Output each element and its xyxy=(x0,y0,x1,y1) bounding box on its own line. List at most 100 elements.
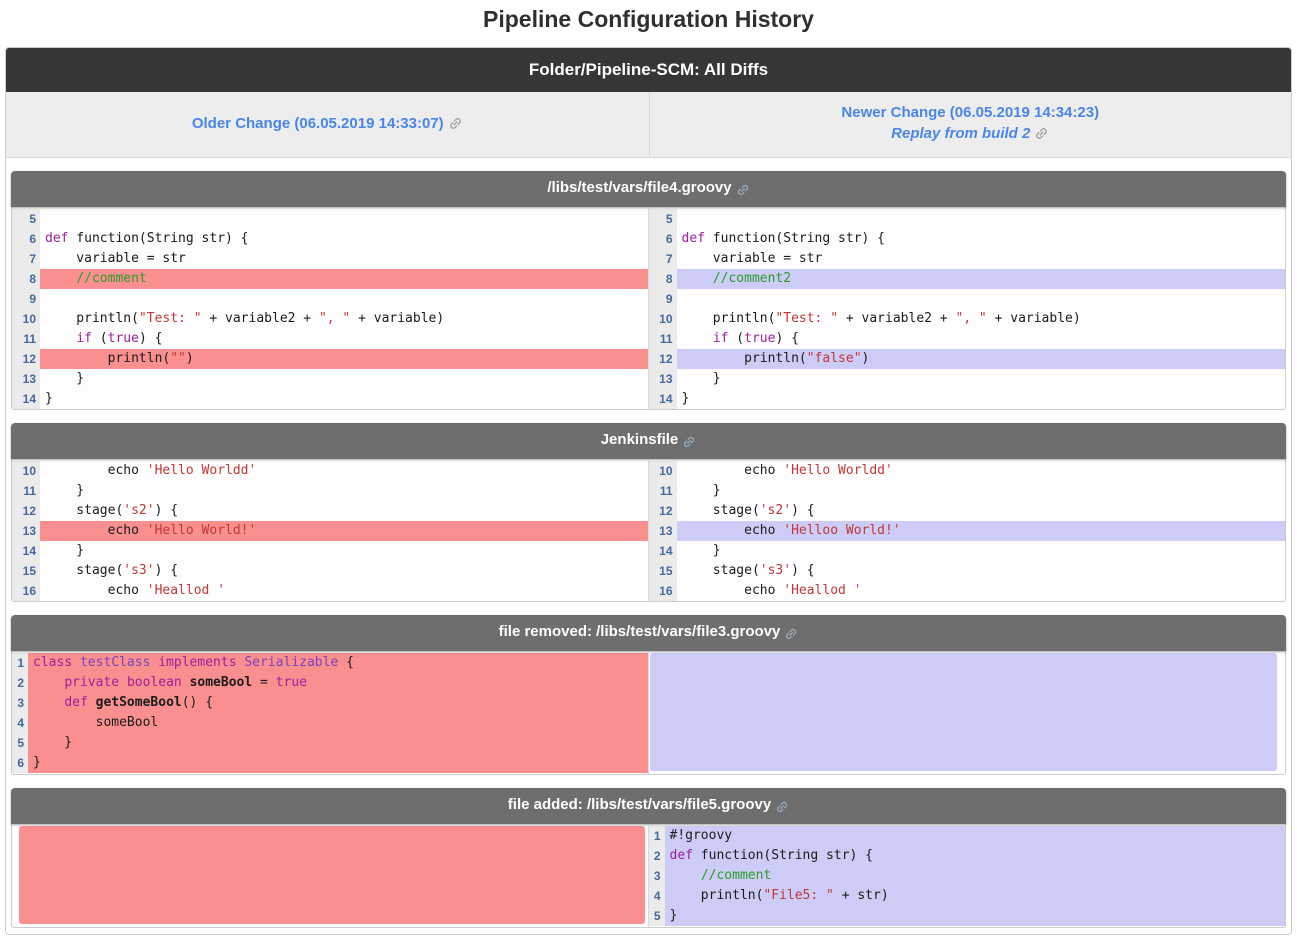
code-line: stage('s3') { xyxy=(677,561,1286,581)
code-line: println("") xyxy=(40,349,648,369)
code-line: println("File5: " + str) xyxy=(664,886,1285,906)
older-change-label: Older Change (06.05.2019 14:33:07) xyxy=(191,114,444,132)
code-token: } xyxy=(33,755,41,770)
newer-change-link[interactable]: Newer Change (06.05.2019 14:34:23) xyxy=(841,104,1099,121)
removed-fill-block xyxy=(19,826,645,924)
code-token: variable = str xyxy=(45,251,186,266)
code-row: 9 xyxy=(648,289,1286,309)
line-number: 11 xyxy=(648,329,677,349)
line-number: 14 xyxy=(648,541,677,561)
newer-change-cell: Newer Change (06.05.2019 14:34:23) Repla… xyxy=(648,92,1292,157)
code-token: testClass xyxy=(79,655,151,670)
line-number: 11 xyxy=(648,481,677,501)
older-change-link[interactable]: Older Change (06.05.2019 14:33:07) xyxy=(192,115,463,132)
code-token: 'Heallod ' xyxy=(783,583,862,598)
link-icon[interactable] xyxy=(775,799,789,816)
link-icon[interactable] xyxy=(448,117,463,135)
code-row: 5 } xyxy=(12,733,648,753)
code-row: 16 echo 'Heallod ' xyxy=(12,581,648,601)
link-icon[interactable] xyxy=(736,182,750,199)
line-number: 14 xyxy=(12,541,40,561)
diff-body: 1 class testClass implements Serializable… xyxy=(11,651,1286,775)
code-token: stage( xyxy=(681,503,760,518)
code-token: "" xyxy=(170,351,186,366)
code-token: ", " xyxy=(318,311,351,326)
replay-label: Replay from build 2 xyxy=(891,125,1031,142)
code-line: stage('s3') { xyxy=(40,561,648,581)
link-icon[interactable] xyxy=(784,626,798,643)
code-token: function(String str) { xyxy=(692,848,873,863)
code-token: true xyxy=(744,331,776,346)
code-line: } xyxy=(677,481,1286,501)
line-number: 15 xyxy=(648,561,677,581)
code-token: stage( xyxy=(681,563,760,578)
code-row: 7 variable = str xyxy=(12,249,648,269)
code-row: 2 private boolean someBool = true xyxy=(12,673,648,693)
line-number: 10 xyxy=(648,309,677,329)
code-token: variable = str xyxy=(681,251,823,266)
code-token: 'Hello Worldd' xyxy=(783,463,893,478)
line-number: 6 xyxy=(648,229,677,249)
code-row: 9 xyxy=(12,289,648,309)
code-line xyxy=(677,209,1286,229)
code-token: ) xyxy=(185,351,194,366)
link-icon[interactable] xyxy=(682,434,696,451)
code-line xyxy=(40,209,648,229)
line-number: 10 xyxy=(12,461,40,481)
code-token: "File5: " xyxy=(763,888,834,903)
line-number: 8 xyxy=(12,269,40,289)
diff-left-column: 10 echo 'Hello Worldd' 11 } 12 stage('s2')… xyxy=(12,461,649,601)
code-token: } xyxy=(33,735,73,750)
line-number: 13 xyxy=(648,369,677,389)
file-diff-section: Jenkinsfile 10 echo 'Hello Worldd' 11 } 12 … xyxy=(11,423,1286,602)
code-token: } xyxy=(669,908,678,923)
line-number: 10 xyxy=(12,309,40,329)
code-line: println("Test: " + variable2 + ", " + va… xyxy=(40,309,648,329)
code-token: stage( xyxy=(45,563,124,578)
file-diff-section: file removed: /libs/test/vars/file3.groo… xyxy=(11,615,1286,775)
code-token: #!groovy xyxy=(669,828,733,843)
code-token: someBool xyxy=(33,715,159,730)
added-fill-block xyxy=(649,653,1277,771)
code-row: 11 if (true) { xyxy=(12,329,648,349)
line-number: 1 xyxy=(648,826,665,846)
code-row: 12 println("") xyxy=(12,349,648,369)
code-token: Serializable xyxy=(244,655,339,670)
code-line: } xyxy=(677,369,1286,389)
code-token: ( xyxy=(91,331,108,346)
code-row: 12 println("false") xyxy=(648,349,1285,369)
line-number: 6 xyxy=(12,229,40,249)
code-row: 16 echo 'Heallod ' xyxy=(648,581,1286,601)
code-token: } xyxy=(681,391,690,406)
line-number: 12 xyxy=(648,349,677,369)
diff-body: 5 6 def function(String str) {7 variable … xyxy=(11,207,1286,410)
code-token: 'Hello World!' xyxy=(146,523,257,538)
code-line: } xyxy=(40,389,648,409)
diff-right-column: 5 6 def function(String str) {7 variable … xyxy=(648,209,1286,409)
line-number: 8 xyxy=(648,269,677,289)
code-token: echo xyxy=(45,463,147,478)
code-row: 13 echo 'Hello World!' xyxy=(12,521,648,541)
replay-link[interactable]: Replay from build 2 xyxy=(891,125,1049,142)
code-row: 4 println("File5: " + str) xyxy=(648,886,1285,906)
diff-sections: /libs/test/vars/file4.groovy 5 6 def funct… xyxy=(6,171,1291,928)
code-line: if (true) { xyxy=(677,329,1286,349)
link-icon[interactable] xyxy=(1034,128,1049,145)
code-line: class testClass implements Serializable … xyxy=(28,653,648,673)
code-token: { xyxy=(338,655,354,670)
code-row: 12 stage('s2') { xyxy=(12,501,648,521)
code-token: //comment xyxy=(76,271,147,286)
code-token: function(String str) { xyxy=(68,231,249,246)
code-token: println( xyxy=(45,311,139,326)
code-line: def getSomeBool() { xyxy=(28,693,648,713)
diff-body: 10 echo 'Hello Worldd' 11 } 12 stage('s2')… xyxy=(11,459,1286,602)
code-token: "false" xyxy=(806,351,862,366)
code-token: if xyxy=(76,331,92,346)
line-number: 12 xyxy=(12,501,40,521)
code-row: 6 def function(String str) { xyxy=(648,229,1286,249)
section-title: file added: /libs/test/vars/file5.groovy xyxy=(507,796,772,813)
section-header: /libs/test/vars/file4.groovy xyxy=(11,171,1286,207)
line-number: 7 xyxy=(648,249,677,269)
code-row: 5} xyxy=(648,906,1285,926)
code-line: variable = str xyxy=(677,249,1286,269)
